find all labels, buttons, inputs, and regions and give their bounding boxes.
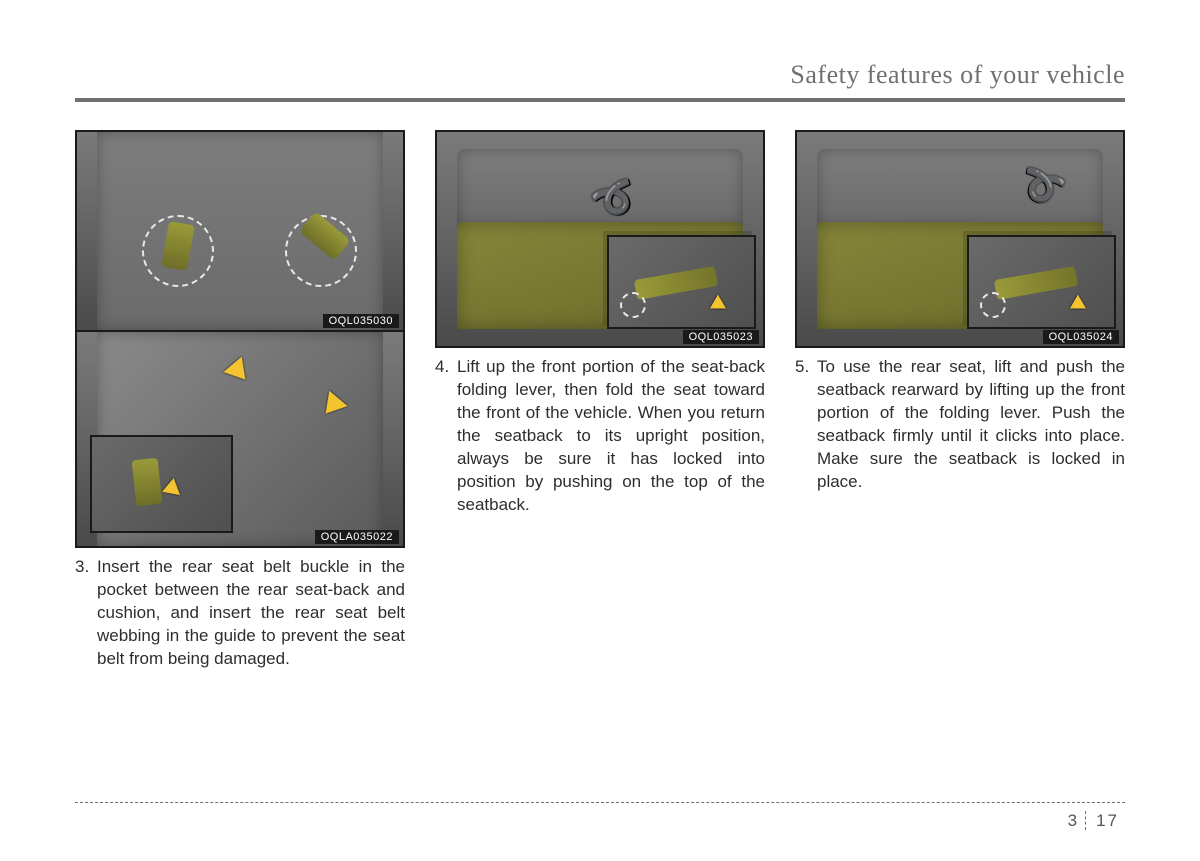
figure-inset bbox=[90, 435, 233, 533]
figure-lift-rearward: ➰ OQL035024 bbox=[795, 130, 1125, 348]
step-4: 4. Lift up the front portion of the seat… bbox=[435, 356, 765, 517]
arrow-icon bbox=[162, 478, 186, 502]
footer-rule bbox=[75, 802, 1125, 803]
page-in-chapter: 17 bbox=[1085, 811, 1119, 830]
manual-page: Safety features of your vehicle OQL03503… bbox=[0, 0, 1200, 861]
buckle-icon bbox=[132, 458, 163, 506]
figure-stack-1: OQL035030 OQLA035022 bbox=[75, 130, 405, 548]
seat-scene: ➰ bbox=[797, 132, 1123, 346]
lever-icon bbox=[994, 266, 1078, 300]
seat-scene bbox=[77, 132, 403, 330]
page-title: Safety features of your vehicle bbox=[75, 60, 1125, 90]
figure-code: OQL035023 bbox=[683, 330, 759, 344]
figure-inset bbox=[967, 235, 1117, 329]
figure-buckle-pocket: OQL035030 bbox=[75, 130, 405, 332]
step-text: To use the rear seat, lift and push the … bbox=[817, 356, 1125, 494]
step-text: Lift up the front portion of the seat-ba… bbox=[457, 356, 765, 517]
arrow-icon bbox=[710, 295, 730, 316]
content-columns: OQL035030 OQLA035022 3. bbox=[75, 130, 1125, 671]
step-text: Insert the rear seat belt buckle in the … bbox=[97, 556, 405, 671]
seat-scene bbox=[77, 332, 403, 546]
page-footer: 3 17 bbox=[75, 802, 1125, 831]
figure-inset bbox=[607, 235, 757, 329]
chapter-number: 3 bbox=[1068, 811, 1079, 830]
figure-code: OQL035030 bbox=[323, 314, 399, 328]
column-1: OQL035030 OQLA035022 3. bbox=[75, 130, 405, 671]
step-number: 5. bbox=[795, 356, 817, 494]
header-rule bbox=[75, 98, 1125, 102]
step-5: 5. To use the rear seat, lift and push t… bbox=[795, 356, 1125, 494]
highlight-circle bbox=[620, 292, 646, 318]
step-number: 4. bbox=[435, 356, 457, 517]
highlight-circle bbox=[980, 292, 1006, 318]
step-number: 3. bbox=[75, 556, 97, 671]
figure-code: OQLA035022 bbox=[315, 530, 399, 544]
seat-scene: ➰ bbox=[437, 132, 763, 346]
column-3: ➰ OQL035024 5. To use the rear seat, lif… bbox=[795, 130, 1125, 671]
figure-belt-guide: OQLA035022 bbox=[75, 332, 405, 548]
arrow-icon bbox=[1070, 295, 1090, 316]
column-2: ➰ OQL035023 4. Lift up the front portion… bbox=[435, 130, 765, 671]
figure-fold-forward: ➰ OQL035023 bbox=[435, 130, 765, 348]
step-3: 3. Insert the rear seat belt buckle in t… bbox=[75, 556, 405, 671]
lever-icon bbox=[634, 266, 718, 300]
page-number: 3 17 bbox=[75, 811, 1125, 831]
figure-code: OQL035024 bbox=[1043, 330, 1119, 344]
